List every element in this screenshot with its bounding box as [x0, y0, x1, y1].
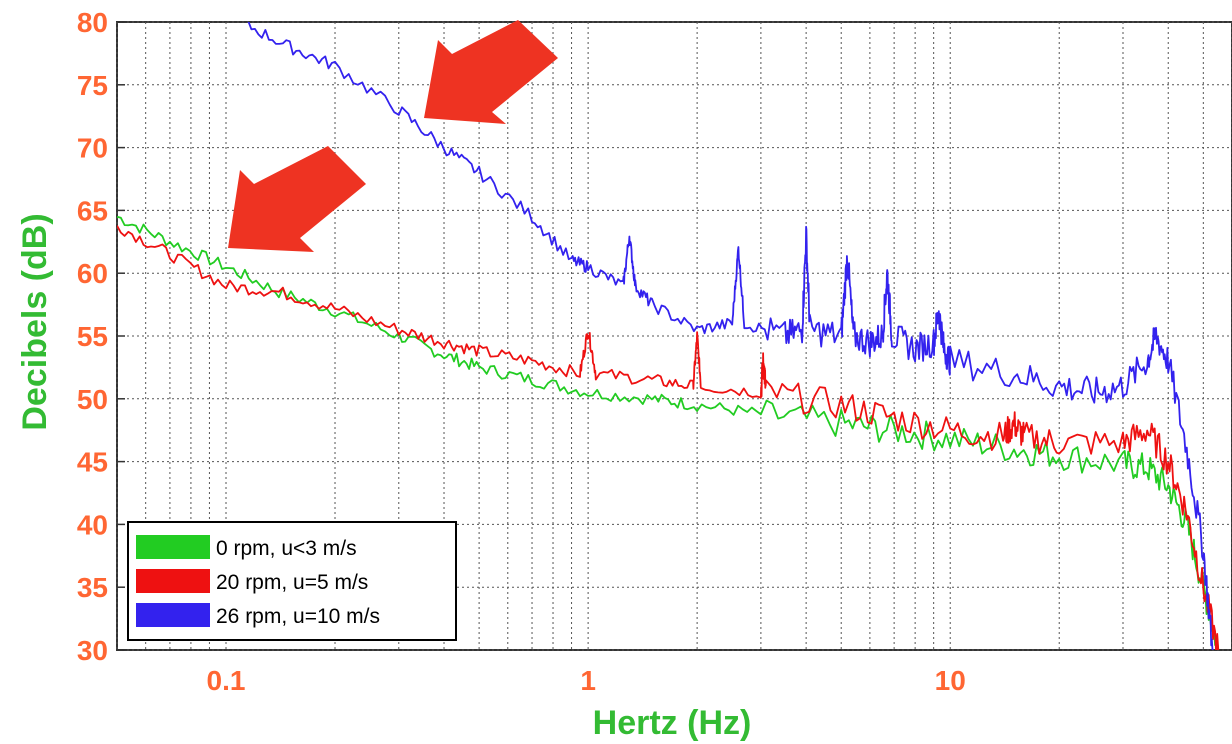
x-axis-title: Hertz (Hz) [593, 704, 752, 742]
legend: 0 rpm, u<3 m/s 20 rpm, u=5 m/s 26 rpm, u… [127, 521, 457, 641]
y-tick-label: 80 [77, 7, 108, 38]
y-tick-label: 60 [77, 258, 108, 289]
legend-label-2: 26 rpm, u=10 m/s [216, 605, 380, 628]
x-tick-label: 1 [580, 665, 596, 696]
arrow-annotation-lower [228, 146, 366, 252]
y-tick-label: 65 [77, 195, 108, 226]
arrow-annotation-upper [424, 20, 558, 124]
x-tick-labels: 0.1 1 10 [207, 665, 966, 696]
legend-swatch-0 [136, 535, 210, 559]
y-tick-label: 55 [77, 321, 108, 352]
legend-label-1: 20 rpm, u=5 m/s [216, 571, 368, 594]
legend-swatch-2 [136, 603, 210, 627]
series-line-2 [247, 22, 1214, 650]
series-line-1 [117, 225, 1220, 650]
y-tick-label: 30 [77, 635, 108, 666]
y-tick-label: 35 [77, 572, 108, 603]
series-line-0 [117, 215, 1220, 650]
series-lines [117, 22, 1220, 650]
x-tick-label: 10 [935, 665, 966, 696]
y-axis-title: Decibels (dB) [16, 213, 54, 430]
y-tick-label: 45 [77, 447, 108, 478]
y-tick-label: 70 [77, 133, 108, 164]
y-tick-label: 75 [77, 70, 108, 101]
x-tick-label: 0.1 [207, 665, 246, 696]
y-tick-labels: 30 35 40 45 50 55 60 65 70 75 80 [77, 7, 125, 666]
y-tick-label: 40 [77, 509, 108, 540]
legend-label-0: 0 rpm, u<3 m/s [216, 537, 357, 560]
legend-swatch-1 [136, 569, 210, 593]
y-tick-label: 50 [77, 384, 108, 415]
